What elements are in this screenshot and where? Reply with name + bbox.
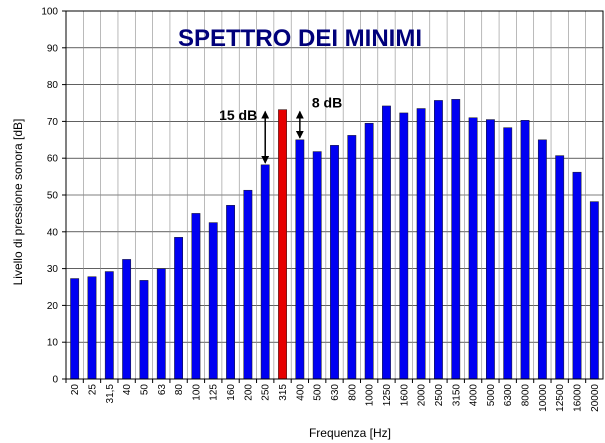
bar-400 — [295, 139, 305, 380]
bar-1250 — [382, 105, 391, 380]
bar-6300 — [503, 127, 513, 380]
y-tick-label: 100 — [41, 7, 58, 18]
bar-31,5 — [104, 271, 114, 380]
x-tick-label: 1250 — [382, 384, 393, 407]
gridlines — [66, 11, 603, 379]
x-tick-label: 250 — [261, 384, 272, 401]
bar-160 — [226, 205, 235, 380]
x-tick-label: 80 — [174, 384, 185, 396]
y-tick-label: 70 — [47, 117, 59, 128]
x-tick-label: 63 — [157, 384, 168, 396]
y-tick-label: 0 — [52, 375, 58, 386]
bar-1000 — [364, 122, 374, 380]
y-tick-label: 80 — [47, 80, 59, 91]
x-tick-label: 100 — [191, 384, 202, 401]
y-tick-label: 60 — [47, 154, 59, 165]
x-tick-label: 2500 — [434, 384, 445, 407]
y-tick-label: 20 — [47, 301, 59, 312]
bar-5000 — [485, 119, 495, 380]
x-tick-label: 25 — [87, 384, 98, 396]
bar-63 — [156, 268, 166, 380]
x-tick-label: 10000 — [538, 384, 549, 412]
x-tick-label: 1600 — [399, 384, 410, 407]
y-axis-label: Livello di pressione sonora [dB] — [11, 119, 25, 286]
x-tick-label: 1000 — [365, 384, 376, 407]
x-tick-label: 20000 — [590, 384, 601, 412]
x-tick-label: 315 — [278, 384, 289, 401]
x-tick-label: 31,5 — [105, 384, 116, 404]
x-tick-label: 16000 — [573, 384, 584, 412]
x-tick-labels: 20 25 31,5 40 50 63 80 100 125 160 200 250 315 400 500… — [65, 379, 601, 412]
x-tick-label: 4000 — [469, 384, 480, 407]
x-tick-label: 5000 — [486, 384, 497, 407]
bar-80 — [174, 237, 184, 380]
y-tick-label: 10 — [47, 338, 59, 349]
x-tick-label: 500 — [313, 384, 324, 401]
annotation-label: 15 dB — [219, 107, 257, 123]
x-tick-label: 6300 — [503, 384, 514, 407]
bar-800 — [347, 135, 357, 380]
bar-3150 — [451, 99, 461, 380]
x-tick-label: 20 — [70, 384, 81, 396]
bar-16000 — [572, 171, 582, 380]
y-tick-label: 90 — [47, 43, 59, 54]
bar-2000 — [416, 108, 426, 380]
bar-10000 — [537, 139, 547, 380]
bar-630 — [330, 145, 339, 380]
bar-25 — [87, 276, 97, 380]
x-tick-label: 2000 — [417, 384, 428, 407]
bar-40 — [122, 259, 132, 380]
y-tick-labels: 0 10 20 30 40 50 60 70 80 90 100 — [41, 7, 66, 386]
x-tick-label: 125 — [209, 384, 220, 401]
bar-1600 — [399, 112, 409, 380]
x-axis-label: Frequenza [Hz] — [309, 426, 391, 440]
bar-2500 — [434, 100, 443, 380]
bar-500 — [312, 151, 322, 380]
y-tick-label: 30 — [47, 264, 59, 275]
x-tick-label: 12500 — [555, 384, 566, 412]
bar-250 — [260, 164, 270, 380]
bars — [70, 99, 599, 380]
x-tick-label: 630 — [330, 384, 341, 401]
y-tick-label: 50 — [47, 191, 59, 202]
bar-200 — [243, 189, 253, 380]
bar-100 — [191, 213, 201, 380]
annotations: 15 dB 8 dB — [219, 95, 342, 164]
bar-20000 — [589, 201, 599, 380]
bar-4000 — [468, 117, 478, 380]
x-tick-label: 3150 — [451, 384, 462, 407]
bar-125 — [208, 222, 218, 380]
x-tick-label: 40 — [122, 384, 133, 396]
x-tick-label: 800 — [347, 384, 358, 401]
bar-50 — [139, 280, 149, 380]
x-tick-label: 160 — [226, 384, 237, 401]
bar-12500 — [555, 155, 565, 380]
annotation-label: 8 dB — [312, 95, 342, 111]
bar-20 — [70, 278, 80, 380]
x-tick-label: 200 — [243, 384, 254, 401]
chart-title: SPETTRO DEI MINIMI — [178, 25, 422, 52]
bar-highlighted-315 — [278, 109, 287, 380]
x-tick-label: 8000 — [521, 384, 532, 407]
x-tick-label: 50 — [139, 384, 150, 396]
y-tick-label: 40 — [47, 227, 59, 238]
bar-8000 — [520, 120, 530, 380]
x-tick-label: 400 — [295, 384, 306, 401]
